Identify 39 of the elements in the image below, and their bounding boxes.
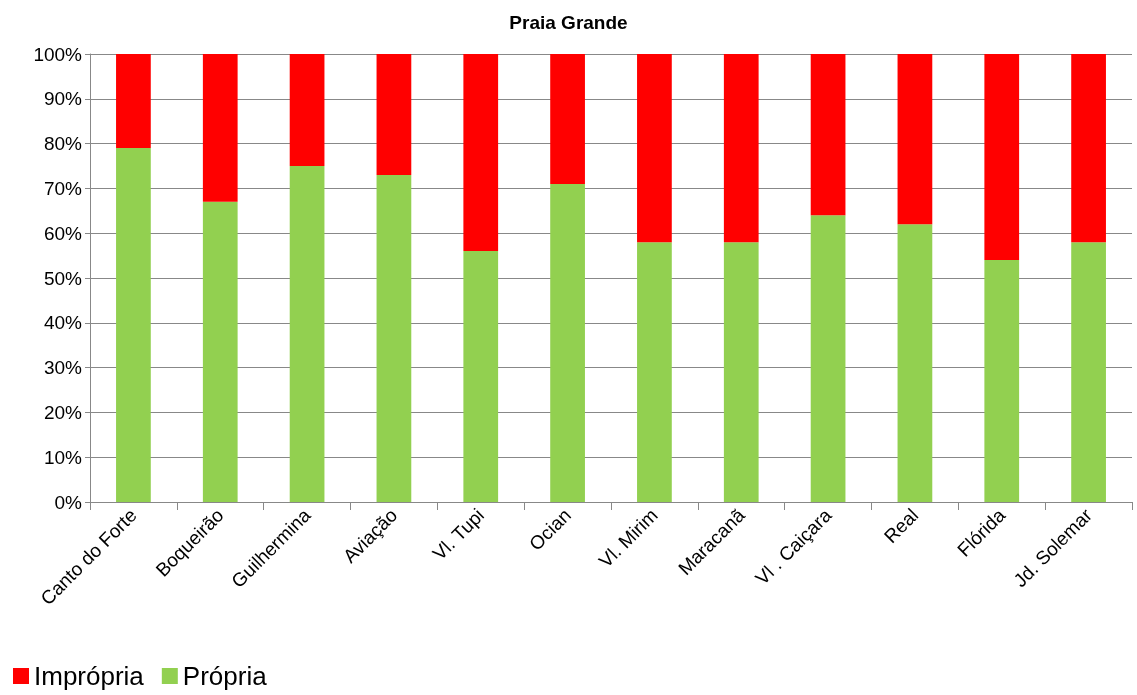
bar — [202, 201, 238, 502]
bar — [984, 54, 1020, 261]
legend-label: Imprópria — [34, 661, 145, 691]
bar — [897, 54, 933, 225]
bar — [376, 174, 412, 502]
bar — [463, 251, 499, 502]
bar — [637, 242, 672, 502]
y-tick-label: 30% — [43, 357, 83, 379]
bar — [116, 54, 151, 149]
bar — [463, 54, 499, 252]
y-tick-label: 20% — [43, 401, 83, 423]
bar — [637, 54, 672, 243]
bar — [723, 242, 759, 502]
y-tick-label: 100% — [33, 43, 83, 65]
bar — [810, 54, 846, 216]
bar — [289, 166, 325, 502]
bar — [723, 54, 759, 243]
bar — [810, 215, 846, 502]
bar — [289, 54, 325, 166]
y-tick-label: 80% — [43, 133, 83, 155]
y-tick-label: 70% — [43, 177, 83, 199]
bar — [550, 54, 585, 184]
y-tick-label: 60% — [43, 222, 83, 244]
bar — [550, 183, 585, 502]
legend-label: Própria — [182, 661, 268, 691]
y-tick-label: 50% — [43, 267, 83, 289]
y-tick-label: 0% — [54, 491, 83, 513]
y-tick-label: 90% — [43, 88, 83, 110]
bar — [202, 54, 238, 202]
bar — [116, 148, 151, 502]
y-tick-label: 10% — [43, 446, 83, 468]
y-tick-label: 40% — [43, 312, 83, 334]
bar — [984, 260, 1020, 502]
bar — [1071, 242, 1106, 502]
chart-title: Praia Grande — [509, 12, 628, 33]
x-tick-label: Vl. Tupi — [428, 504, 489, 565]
bar — [1071, 54, 1106, 243]
bar — [376, 54, 412, 175]
bar — [897, 224, 933, 502]
